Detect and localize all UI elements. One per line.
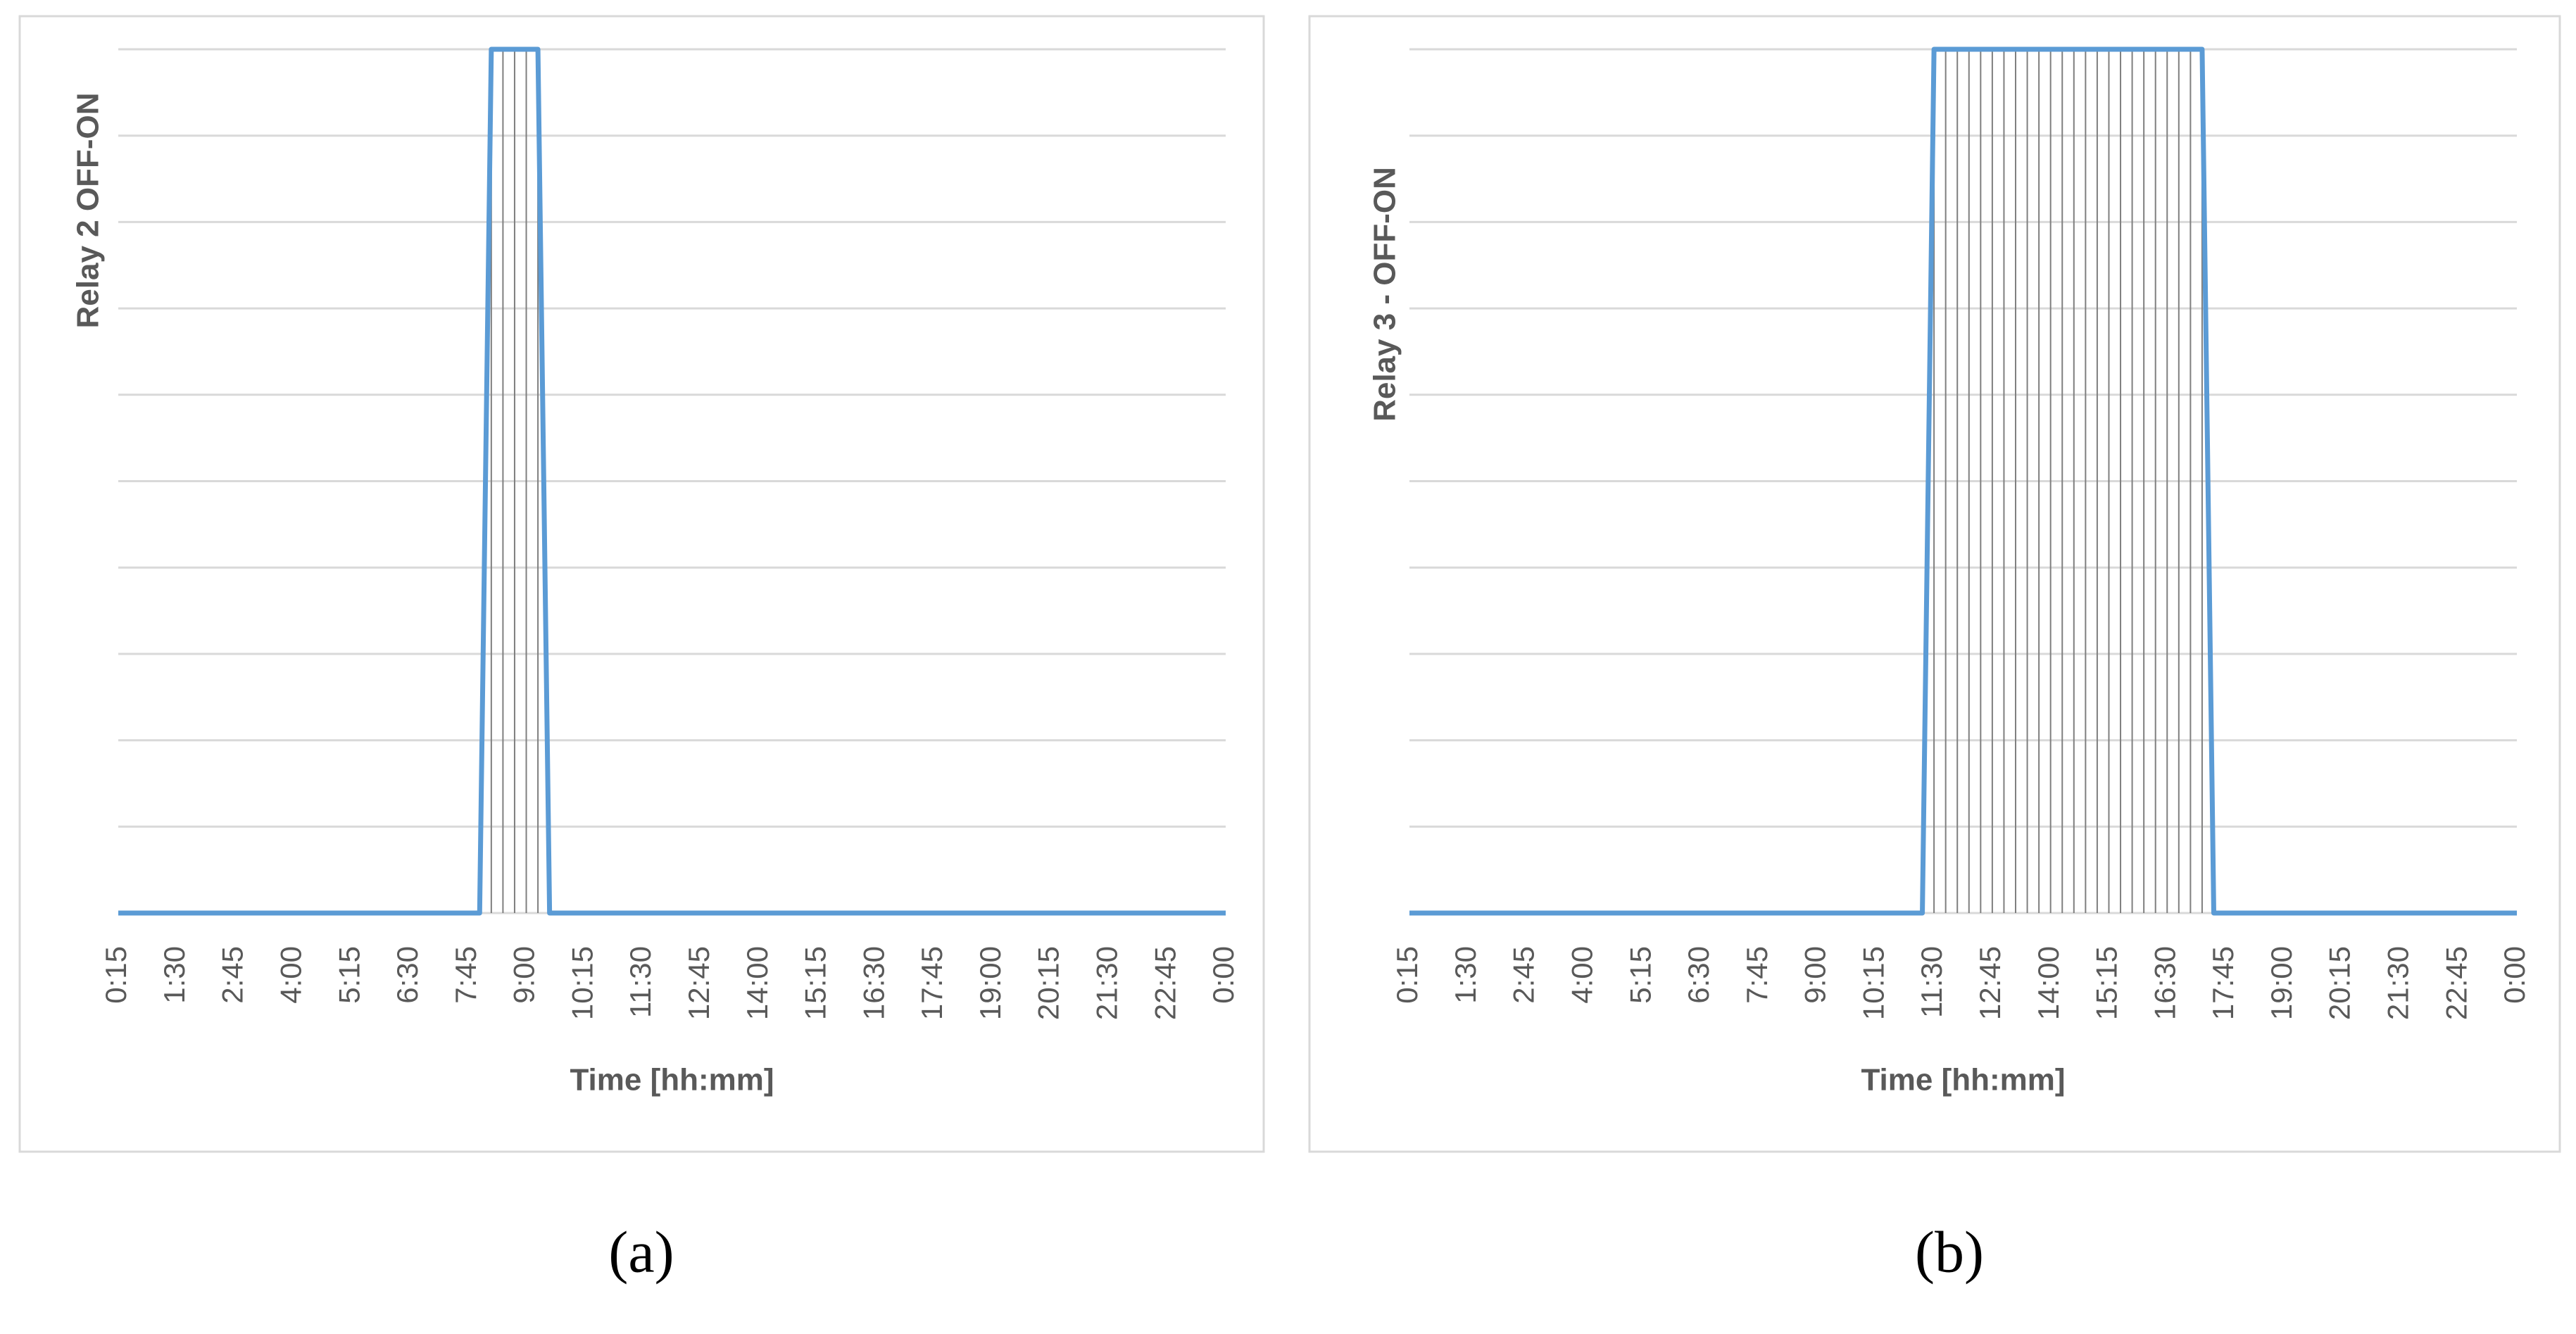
x-tick-label: 15:15 [2090,946,2123,1020]
data-line [118,46,1226,916]
y-axis-title: Relay 2 OFF-ON [71,93,106,329]
x-tick-label: 9:00 [1799,946,1832,1004]
x-tick-label: 5:15 [1623,946,1657,1004]
x-axis-title: Time [hh:mm] [570,1063,774,1097]
x-tick-label: 12:45 [1973,946,2006,1020]
x-tick-label: 19:00 [974,946,1007,1020]
x-tick-label: 6:30 [1682,946,1715,1004]
x-tick-label: 14:00 [741,946,774,1020]
x-tick-label: 22:45 [1148,946,1181,1020]
x-tick-label: 17:45 [915,946,948,1020]
x-tick-label: 0:00 [1207,946,1240,1004]
x-tick-label: 6:30 [391,946,424,1004]
caption: (b) [1915,1219,1984,1285]
x-tick-label: 14:00 [2032,946,2065,1020]
x-tick-label: 16:30 [2148,946,2181,1020]
x-tick-label: 20:15 [1032,946,1065,1020]
x-tick-label: 11:30 [624,946,657,1018]
y-axis-title: Relay 3 - OFF-ON [1368,167,1402,422]
x-axis-title: Time [hh:mm] [1861,1063,2065,1097]
caption: (a) [608,1219,674,1285]
x-tick-label: 21:30 [2382,946,2415,1020]
x-tick-label: 0:15 [99,946,132,1004]
x-tick-label: 16:30 [857,946,890,1020]
data-line [1409,46,2517,916]
x-tick-label: 19:00 [2265,946,2298,1020]
x-tick-label: 4:00 [274,946,307,1004]
x-tick-label: 1:30 [158,946,191,1004]
x-tick-label: 2:45 [1507,946,1540,1004]
chart-frame [18,15,1265,1153]
x-tick-label: 7:45 [449,946,482,1004]
x-tick-label: 21:30 [1091,946,1124,1020]
x-tick-label: 0:15 [1390,946,1424,1004]
x-tick-label: 2:45 [216,946,249,1004]
x-tick-label: 10:15 [565,946,598,1020]
x-tick-label: 9:00 [508,946,541,1004]
x-tick-label: 5:15 [332,946,365,1004]
x-tick-label: 7:45 [1740,946,1773,1004]
x-tick-label: 15:15 [799,946,832,1020]
x-tick-label: 17:45 [2206,946,2239,1020]
x-tick-label: 11:30 [1915,946,1948,1018]
x-tick-label: 22:45 [2439,946,2473,1020]
x-tick-label: 1:30 [1449,946,1482,1004]
x-tick-label: 20:15 [2323,946,2356,1020]
x-tick-label: 4:00 [1565,946,1598,1004]
x-tick-label: 0:00 [2498,946,2531,1004]
x-tick-label: 10:15 [1856,946,1890,1020]
x-tick-label: 12:45 [682,946,715,1020]
